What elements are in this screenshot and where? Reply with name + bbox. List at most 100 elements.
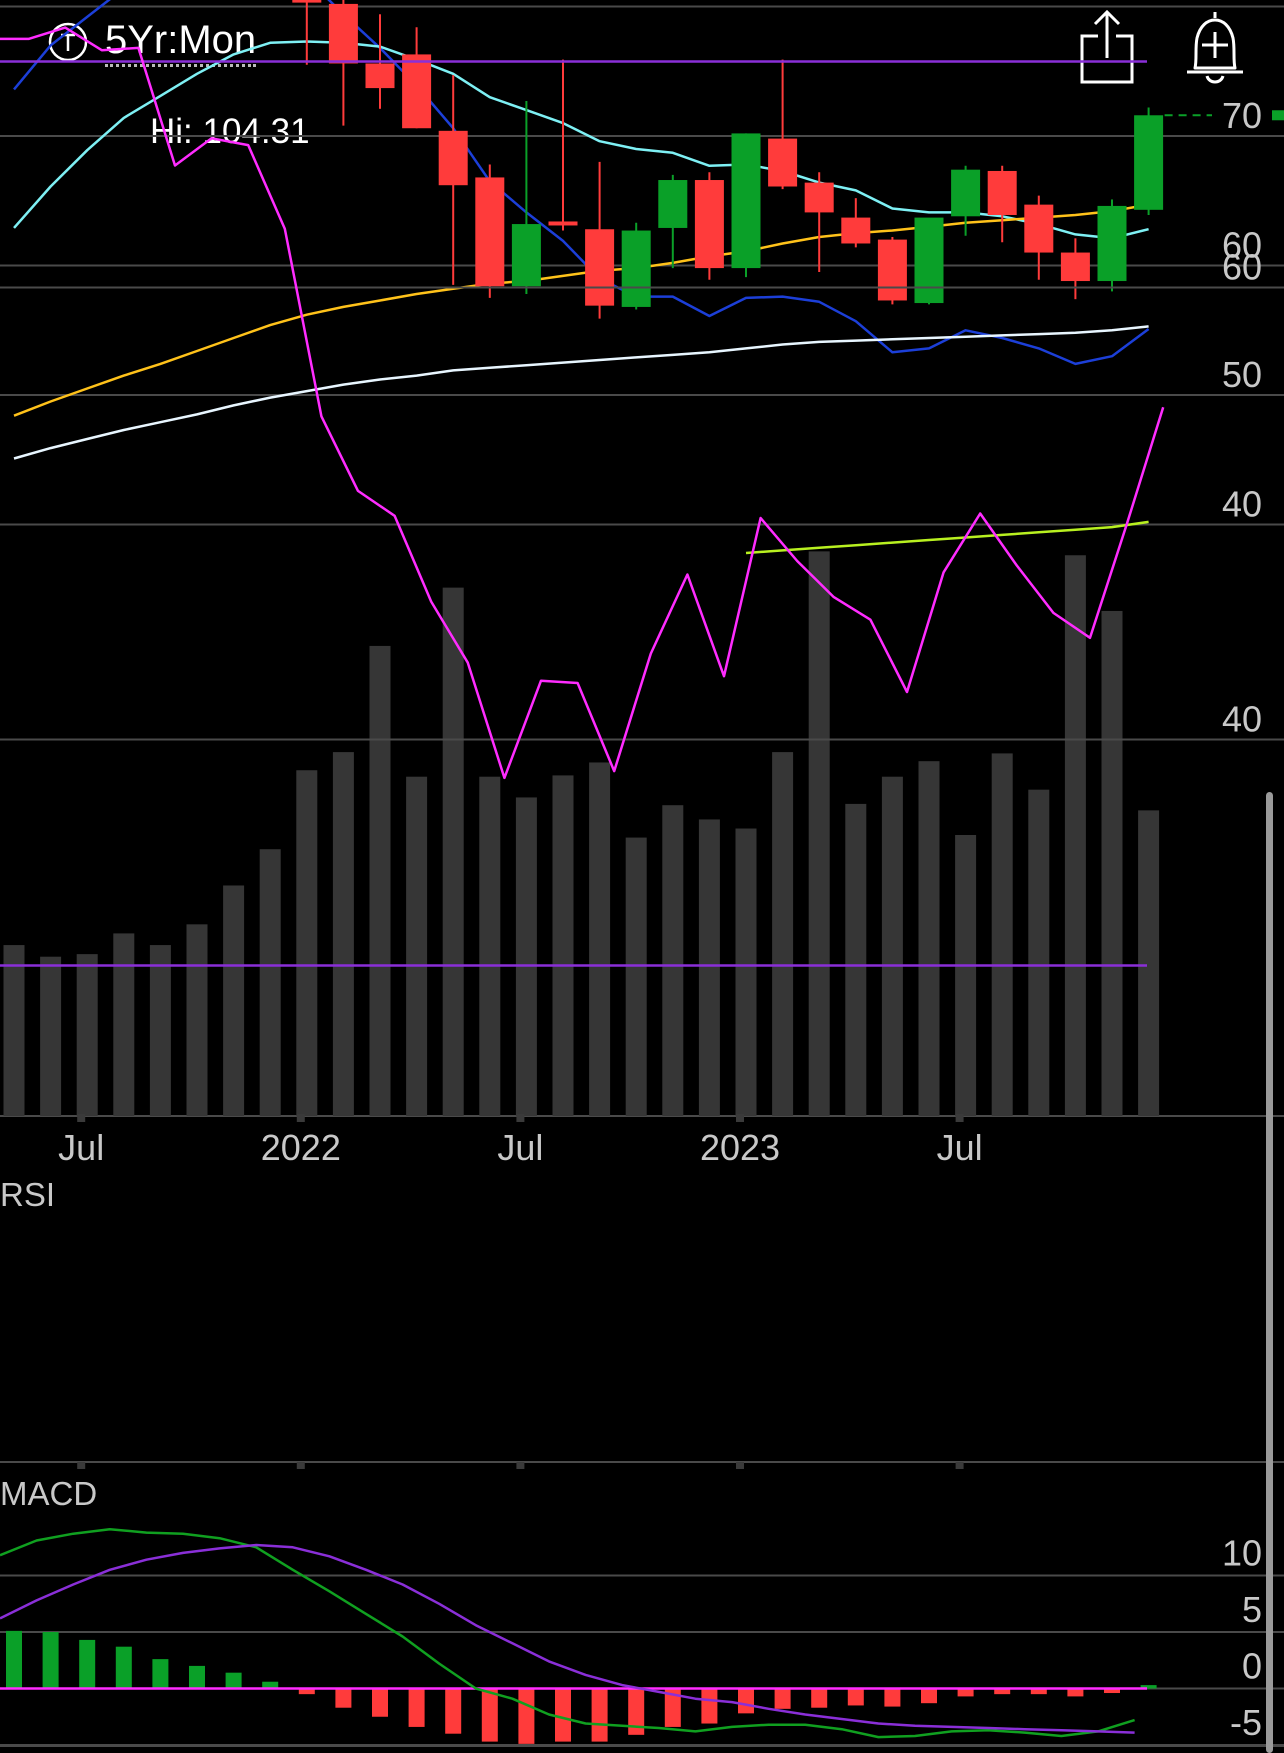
candle-body [511, 224, 541, 287]
volume-bar [369, 645, 391, 1116]
high-value-label: Hi: 104.31 [150, 112, 310, 151]
add-alert-bell-icon[interactable] [1183, 8, 1247, 84]
macd-histogram-bar [42, 1632, 59, 1689]
macd-axis-label: 0 [1242, 1646, 1262, 1687]
macd-histogram-bar [738, 1688, 754, 1714]
volume-bar [1028, 789, 1050, 1116]
candle-body [621, 230, 651, 307]
candle-body [914, 217, 944, 304]
volume-bar [406, 776, 428, 1116]
volume-bar [1138, 810, 1160, 1116]
volume-bar [918, 761, 940, 1116]
candle-body [292, 0, 322, 3]
candle-body [328, 3, 358, 64]
volume-bar [515, 797, 537, 1116]
moving-average-line [13, 0, 1150, 366]
macd-histogram-bar [1030, 1688, 1047, 1695]
price-axis-label: 80 [1222, 0, 1262, 7]
macd-histogram-bar [445, 1688, 462, 1734]
candle-body [365, 63, 395, 89]
volume-bar [735, 828, 757, 1116]
volume-bar [589, 762, 611, 1116]
candle-body [951, 169, 981, 217]
macd-histogram-bar [811, 1688, 828, 1708]
macd-histogram-bar [6, 1630, 22, 1689]
macd-histogram-bar [152, 1659, 169, 1689]
candle-body [402, 54, 432, 129]
macd-histogram-bar [1140, 1685, 1157, 1689]
share-icon[interactable] [1078, 8, 1136, 84]
volume-bar [698, 819, 720, 1116]
macd-axis-label: 10 [1222, 1533, 1262, 1574]
candle-body [1097, 205, 1127, 282]
rsi-axis-label: 60 [1222, 247, 1262, 288]
candle-body [658, 180, 688, 228]
macd-panel-title: MACD [0, 1475, 97, 1512]
volume-bar [625, 837, 647, 1116]
macd-histogram-bar [847, 1688, 864, 1706]
price-axis-label: 70 [1222, 95, 1262, 136]
volume-bar [3, 945, 25, 1116]
moving-average-line [13, 203, 1149, 417]
scrollbar[interactable] [1266, 792, 1273, 1753]
volume-bar [149, 945, 171, 1116]
macd-histogram-bar [1067, 1688, 1084, 1697]
macd-histogram-bar [664, 1688, 681, 1727]
rsi-x-tick [955, 1462, 964, 1469]
moving-average-line [13, 325, 1149, 460]
macd-histogram-bar [921, 1688, 937, 1704]
price-axis-label: 40 [1222, 484, 1262, 525]
macd-histogram-bar [481, 1688, 498, 1742]
candle-body [1060, 252, 1090, 282]
moving-average-line [745, 520, 1149, 555]
rsi-line [0, 26, 1165, 780]
macd-signal-line [0, 1543, 1135, 1734]
volume-bar [113, 933, 135, 1116]
candle-body [694, 180, 724, 269]
x-axis-tick [296, 1114, 305, 1122]
rsi-panel-title: RSI [0, 1176, 55, 1213]
x-axis-label: Jul [497, 1127, 543, 1168]
volume-bar [955, 834, 977, 1116]
volume-bar [662, 805, 684, 1116]
candle-body [1134, 115, 1164, 210]
macd-axis-label: 5 [1242, 1589, 1262, 1630]
candle-body [585, 229, 615, 306]
macd-histogram-bar [372, 1688, 388, 1717]
macd-histogram-bar [994, 1688, 1011, 1695]
macd-histogram-bar [335, 1688, 352, 1708]
x-axis-tick [516, 1114, 525, 1122]
rsi-x-tick [296, 1462, 305, 1469]
macd-histogram-bar [957, 1688, 974, 1697]
price-axis-label: 60 [1222, 225, 1262, 266]
macd-histogram-bar [1104, 1688, 1120, 1694]
macd-histogram-bar [884, 1688, 901, 1707]
volume-bar [991, 753, 1013, 1116]
rsi-x-tick [736, 1462, 744, 1469]
candle-body [804, 182, 834, 213]
candle-body [1024, 204, 1054, 253]
volume-bar [259, 849, 281, 1116]
x-axis-label: Jul [58, 1127, 104, 1168]
candle-body [548, 221, 578, 226]
volume-bar [223, 885, 245, 1116]
candle-body [768, 138, 798, 187]
volume-bar [442, 587, 464, 1116]
macd-histogram-bar [79, 1639, 96, 1689]
volume-bar [845, 803, 867, 1116]
rsi-x-tick [77, 1462, 86, 1469]
macd-histogram-bar [189, 1665, 205, 1689]
macd-histogram-bar [555, 1688, 571, 1742]
volume-bar [479, 776, 501, 1116]
x-axis-tick [77, 1114, 86, 1122]
volume-bar [808, 551, 830, 1116]
macd-line [0, 1527, 1135, 1739]
candle-body [438, 130, 468, 186]
rsi-axis-label: 40 [1222, 699, 1262, 740]
volume-bar [40, 956, 62, 1116]
x-axis-label: 2023 [700, 1127, 780, 1168]
macd-histogram-bar [591, 1688, 608, 1742]
rsi-x-tick [516, 1462, 525, 1469]
macd-histogram-bar [628, 1688, 645, 1735]
